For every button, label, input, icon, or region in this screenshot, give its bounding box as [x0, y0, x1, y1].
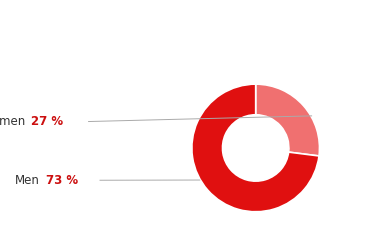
Wedge shape	[192, 84, 319, 212]
Text: 27 %: 27 %	[32, 115, 64, 128]
Text: 73 %: 73 %	[46, 174, 78, 187]
Text: Structure of Employees by Gender: Structure of Employees by Gender	[14, 10, 253, 23]
Text: at December 31, 2005: at December 31, 2005	[14, 35, 164, 48]
Wedge shape	[256, 84, 320, 156]
Text: Women: Women	[0, 115, 26, 128]
Text: Men: Men	[15, 174, 40, 187]
